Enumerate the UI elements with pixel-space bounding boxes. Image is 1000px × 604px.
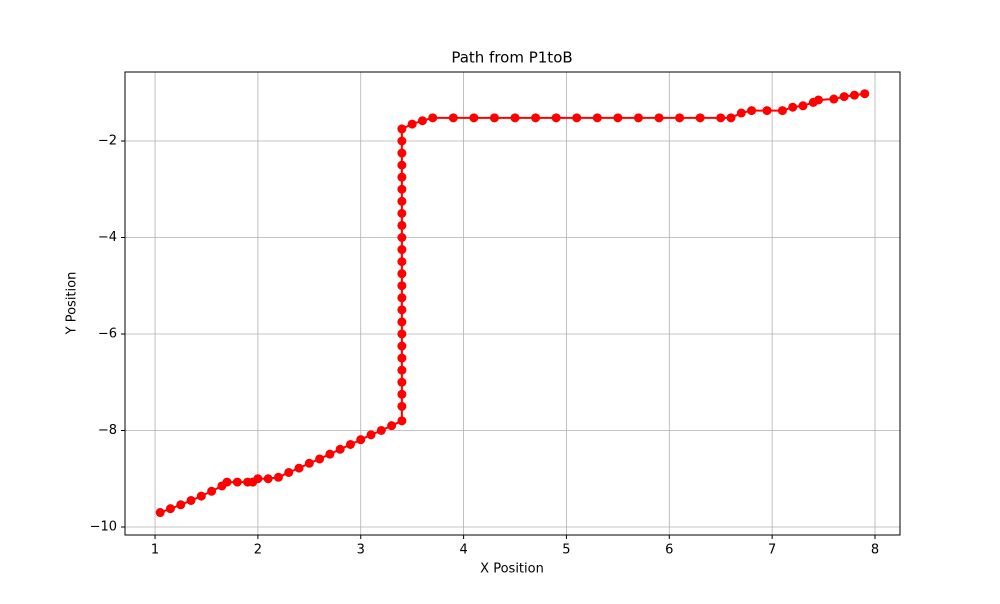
y-tick-label: −4 [98, 230, 117, 245]
x-tick-label: 1 [151, 543, 159, 558]
marker [726, 113, 736, 123]
line [159, 92, 865, 514]
marker [654, 113, 664, 123]
marker [397, 257, 407, 267]
marker [397, 196, 407, 206]
marker [397, 148, 407, 158]
marker [531, 113, 541, 123]
marker [428, 113, 438, 123]
marker [284, 467, 294, 477]
marker [273, 472, 283, 482]
x-tick-label: 7 [768, 543, 776, 558]
marker [356, 435, 366, 445]
marker [294, 463, 304, 473]
y-tick-label: −6 [98, 326, 117, 341]
marker [222, 477, 232, 487]
marker [675, 113, 685, 123]
marker [777, 106, 787, 116]
x-tick-label: 5 [562, 543, 570, 558]
marker [155, 508, 165, 518]
marker [186, 495, 196, 505]
marker [469, 113, 479, 123]
x-axis-label: X Position [480, 562, 544, 577]
marker [397, 341, 407, 351]
y-tick-label: −8 [98, 423, 117, 438]
marker [762, 106, 772, 116]
y-tick-label: −10 [90, 519, 117, 534]
x-tick-label: 8 [871, 543, 879, 558]
marker [397, 208, 407, 218]
marker [397, 416, 407, 426]
marker [813, 95, 823, 105]
marker [839, 92, 849, 102]
marker [387, 421, 397, 431]
x-tick-label: 4 [459, 543, 467, 558]
marker [397, 353, 407, 363]
marker [551, 113, 561, 123]
marker [232, 477, 242, 487]
marker [613, 113, 623, 123]
marker [489, 113, 499, 123]
marker [397, 281, 407, 291]
marker [397, 305, 407, 315]
marker [397, 160, 407, 170]
marker [253, 474, 263, 484]
marker [397, 317, 407, 327]
marker [397, 220, 407, 230]
marker [397, 389, 407, 399]
y-tick-label: −2 [98, 133, 117, 148]
marker [263, 474, 273, 484]
marker [397, 401, 407, 411]
marker [572, 113, 582, 123]
marker [849, 90, 859, 100]
plot-frame [124, 71, 901, 536]
marker [747, 106, 757, 116]
marker [397, 232, 407, 242]
marker [397, 245, 407, 255]
y-axis-label: Y Position [65, 272, 80, 336]
marker [304, 458, 314, 468]
marker [736, 108, 746, 118]
marker [207, 486, 217, 496]
marker [633, 113, 643, 123]
marker [366, 430, 376, 440]
marker [397, 136, 407, 146]
x-tick-label: 6 [665, 543, 673, 558]
marker [196, 491, 206, 501]
marker [592, 113, 602, 123]
marker [315, 454, 325, 464]
marker [376, 425, 386, 435]
marker [335, 444, 345, 454]
marker [397, 184, 407, 194]
marker [407, 119, 417, 129]
chart-title: Path from P1toB [451, 49, 572, 67]
x-tick-label: 2 [254, 543, 262, 558]
marker [325, 449, 335, 459]
marker [397, 124, 407, 134]
marker [397, 377, 407, 387]
marker [165, 504, 175, 514]
marker [798, 101, 808, 111]
marker [397, 269, 407, 279]
x-tick-label: 3 [357, 543, 365, 558]
marker [510, 113, 520, 123]
marker [417, 116, 427, 126]
marker [345, 439, 355, 449]
marker [448, 113, 458, 123]
marker [716, 113, 726, 123]
marker [397, 293, 407, 303]
marker [397, 172, 407, 182]
marker [397, 365, 407, 375]
marker [397, 329, 407, 339]
marker [860, 89, 870, 99]
marker [176, 500, 186, 510]
marker [788, 102, 798, 112]
marker [829, 94, 839, 104]
marker [695, 113, 705, 123]
